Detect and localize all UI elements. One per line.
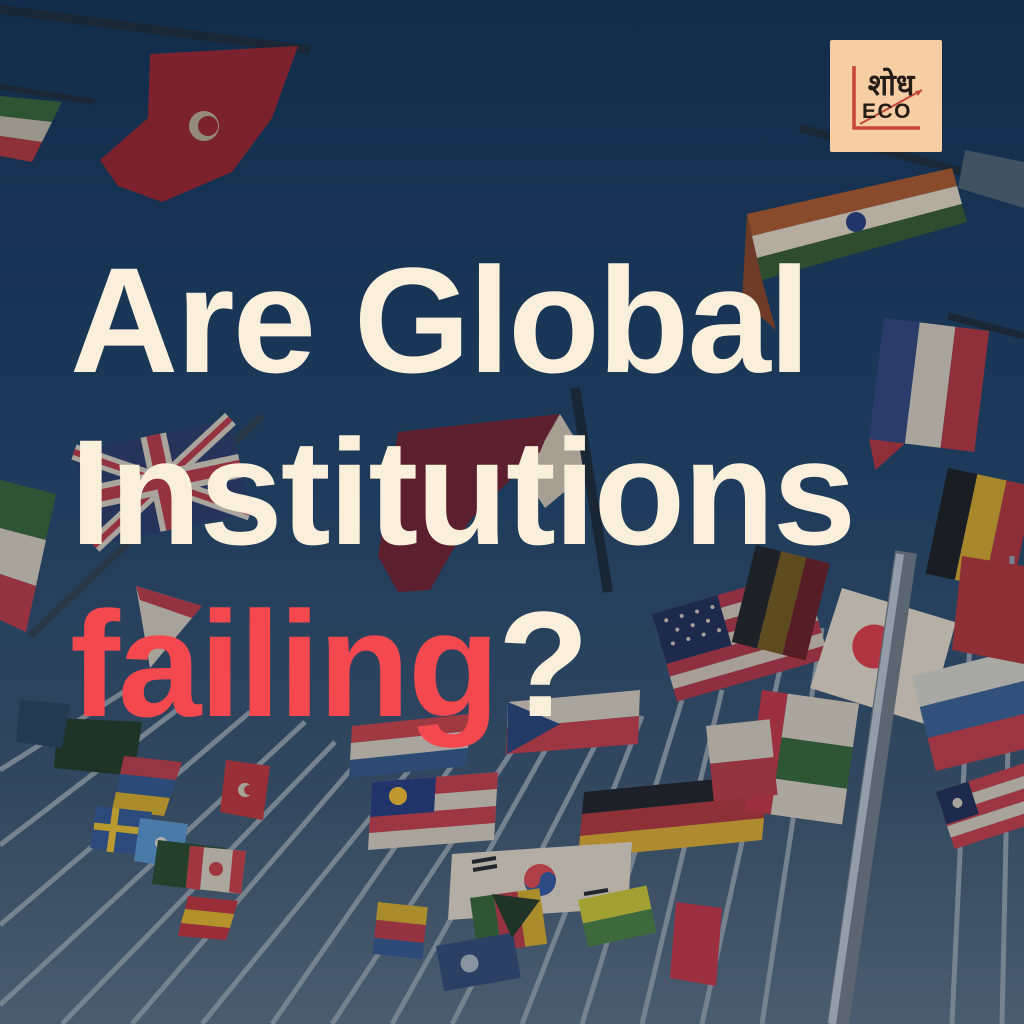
flag-netherlands — [349, 714, 470, 778]
flag-canada — [186, 846, 246, 894]
headline-line-2: Institutions — [70, 406, 856, 578]
flag-tunisia — [0, 4, 311, 202]
flag-silhouette-dark — [731, 545, 830, 661]
flag-green-yellow — [578, 885, 657, 947]
headline-text-1: Are Global — [70, 236, 810, 404]
flag-spain — [178, 896, 238, 940]
brand-logo: शोध ECO — [830, 40, 942, 152]
logo-text-devanagari: शोध — [867, 69, 915, 102]
flag-romania-small — [372, 902, 428, 959]
logo-text-latin: ECO — [861, 100, 912, 123]
flag-grey-back — [958, 150, 1024, 208]
flagpole-thick — [827, 550, 917, 1024]
headline-text-2: Institutions — [70, 408, 856, 576]
flag-united-kingdom — [27, 412, 265, 639]
flag-turkey — [220, 760, 270, 820]
flag-poland — [706, 719, 778, 802]
flag-iran — [0, 480, 56, 632]
flag-red-right — [952, 556, 1024, 664]
flag-czech-republic — [506, 690, 640, 754]
flag-liberia — [936, 758, 1024, 850]
flag-qatar — [378, 387, 613, 593]
flag-france — [869, 312, 1024, 471]
headline-line-3: failing? — [70, 578, 854, 750]
headline-line-1: Are Global — [70, 234, 854, 406]
flag-silhouette-green — [16, 700, 142, 776]
logo-axis-icon — [852, 66, 923, 130]
flag-red-small — [670, 902, 722, 986]
headline-emphasis-word: failing — [70, 580, 500, 748]
flag-green-pennant — [492, 894, 540, 938]
flag-malaysia — [368, 772, 498, 850]
headline: Are Global Institutions failing? — [70, 234, 856, 750]
headline-question-mark: ? — [497, 580, 590, 748]
flag-russia — [912, 646, 1024, 772]
flag-iran-top — [0, 83, 96, 162]
flag-blue-emblem — [436, 932, 521, 992]
flag-pennant — [136, 586, 202, 668]
